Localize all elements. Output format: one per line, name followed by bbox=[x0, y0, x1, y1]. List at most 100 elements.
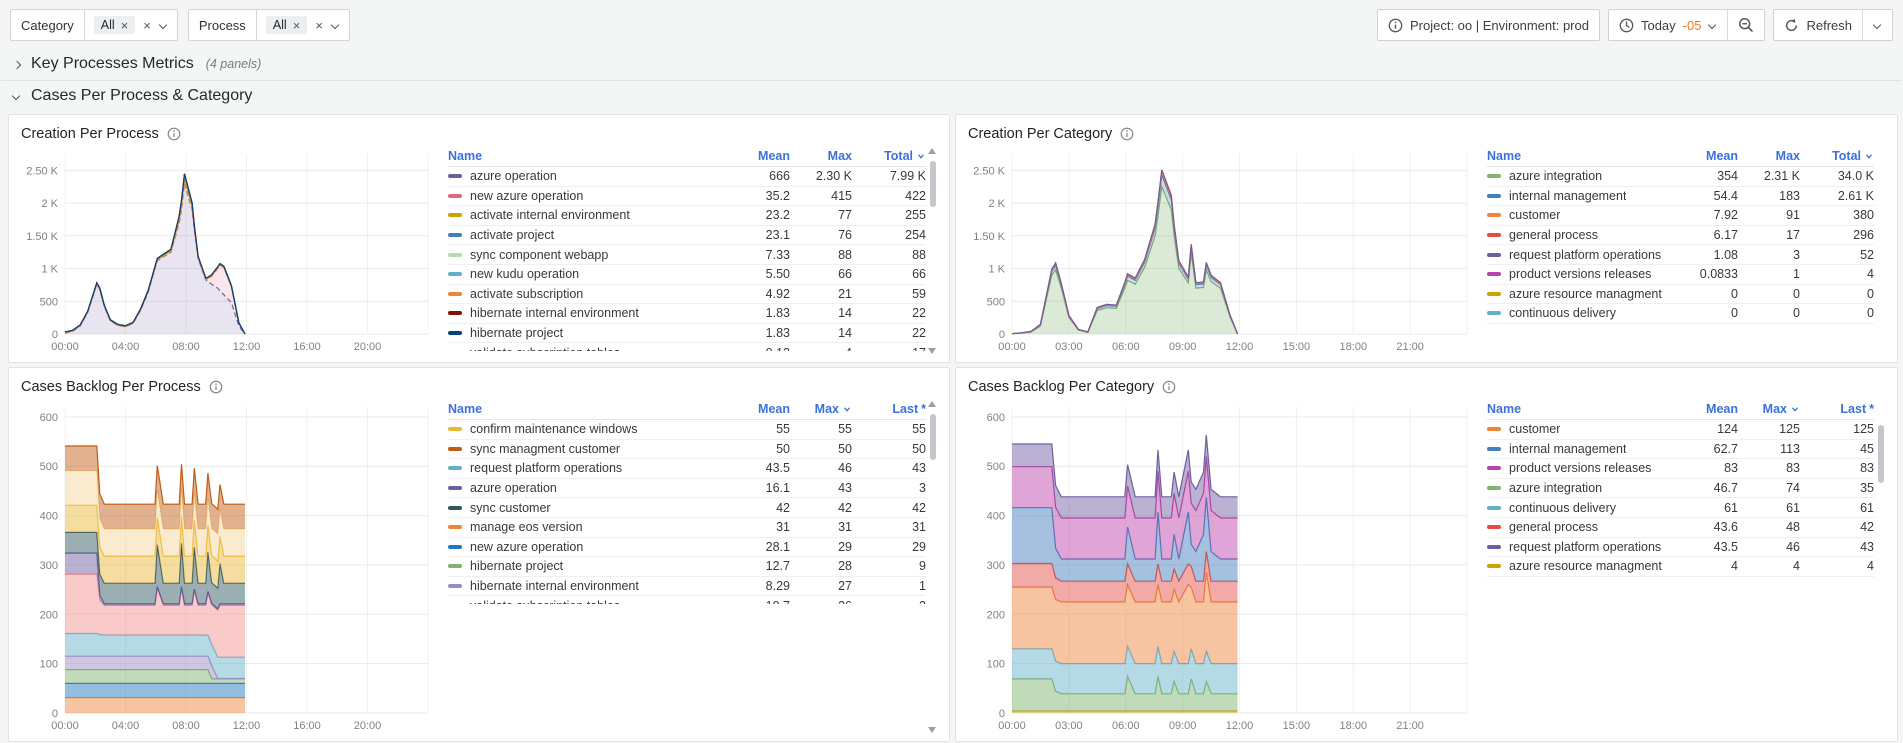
table-row[interactable]: internal management 54.4 183 2.61 K bbox=[1487, 187, 1874, 207]
project-environment-button[interactable]: Project: oo | Environment: prod bbox=[1377, 9, 1600, 41]
row-key-processes-metrics[interactable]: Key Processes Metrics (4 panels) bbox=[0, 49, 1903, 80]
series-color-icon bbox=[448, 331, 462, 336]
table-scrollbar[interactable] bbox=[928, 401, 937, 733]
filter-category-pill[interactable]: All × bbox=[93, 16, 136, 34]
col-header-mean[interactable]: Mean bbox=[1706, 149, 1738, 163]
scrollbar-thumb[interactable] bbox=[1877, 425, 1884, 483]
filter-process-pill[interactable]: All × bbox=[265, 16, 308, 34]
remove-value-icon[interactable]: × bbox=[292, 17, 301, 33]
table-row[interactable]: azure integration 46.7 74 35 bbox=[1487, 479, 1874, 499]
col-header-last[interactable]: Last * bbox=[1840, 402, 1874, 416]
col-header-mean[interactable]: Mean bbox=[758, 402, 790, 416]
table-row[interactable]: sync managment customer 50 50 50 bbox=[448, 440, 926, 460]
table-row[interactable]: sync component webapp 7.33 88 88 bbox=[448, 245, 926, 265]
col-header-max[interactable]: Max bbox=[790, 402, 852, 416]
table-row[interactable]: request platform operations 43.5 46 43 bbox=[448, 459, 926, 479]
table-row[interactable]: activate subscription 4.92 21 59 bbox=[448, 285, 926, 305]
col-header-mean[interactable]: Mean bbox=[758, 149, 790, 163]
scroll-up-icon[interactable] bbox=[928, 148, 936, 154]
col-header-max[interactable]: Max bbox=[1738, 402, 1800, 416]
table-row[interactable]: azure operation 16.1 43 3 bbox=[448, 479, 926, 499]
table-row[interactable]: internal management 62.7 113 45 bbox=[1487, 440, 1874, 460]
timeseries-chart[interactable]: 00:00 04:00 08:00 12:00 16:00 20:00 0 500 1 K 1.5… bbox=[21, 146, 438, 356]
filter-process-select[interactable]: All × × bbox=[255, 9, 350, 41]
timeseries-chart[interactable]: 00:00 03:00 06:00 09:00 12:00 15:00 18:00 21:00… bbox=[968, 146, 1477, 356]
scrollbar-thumb[interactable] bbox=[929, 414, 936, 460]
table-row[interactable]: hibernate project 1.83 14 22 bbox=[448, 324, 926, 344]
table-row[interactable]: continuous delivery 61 61 61 bbox=[1487, 498, 1874, 518]
table-row[interactable]: sync customer 42 42 42 bbox=[448, 498, 926, 518]
table-row[interactable]: product versions releases 83 83 83 bbox=[1487, 459, 1874, 479]
table-row[interactable]: general process 6.17 17 296 bbox=[1487, 226, 1874, 246]
series-name: activate subscription bbox=[470, 286, 584, 301]
col-header-name[interactable]: Name bbox=[448, 402, 483, 416]
scroll-down-icon[interactable] bbox=[928, 727, 936, 733]
col-header-total[interactable]: Total bbox=[852, 149, 926, 163]
info-circle-icon[interactable] bbox=[209, 380, 223, 394]
chevron-down-icon[interactable] bbox=[1873, 21, 1882, 30]
table-row[interactable]: activate project 23.1 76 254 bbox=[448, 226, 926, 246]
col-header-name[interactable]: Name bbox=[1487, 149, 1522, 163]
refresh-interval-dropdown[interactable] bbox=[1862, 10, 1892, 40]
table-row[interactable]: hibernate internal environment 8.29 27 1 bbox=[448, 577, 926, 597]
refresh-button[interactable]: Refresh bbox=[1774, 10, 1862, 40]
clear-all-icon[interactable]: × bbox=[315, 17, 323, 33]
table-row[interactable]: customer 124 125 125 bbox=[1487, 420, 1874, 440]
remove-value-icon[interactable]: × bbox=[120, 17, 129, 33]
chevron-down-icon[interactable] bbox=[159, 21, 168, 30]
col-header-name[interactable]: Name bbox=[1487, 402, 1522, 416]
row-cases-per-process-category[interactable]: Cases Per Process & Category bbox=[0, 81, 1903, 112]
table-row[interactable]: continuous delivery 0 0 0 bbox=[1487, 304, 1874, 324]
timeseries-chart[interactable]: 00:00 03:00 06:00 09:00 12:00 15:00 18:00 21:00… bbox=[968, 399, 1477, 735]
table-row[interactable]: hibernate project 12.7 28 9 bbox=[448, 557, 926, 577]
scroll-up-icon[interactable] bbox=[928, 401, 936, 407]
table-row[interactable]: general process 43.6 48 42 bbox=[1487, 518, 1874, 538]
info-circle-icon[interactable] bbox=[167, 127, 181, 141]
table-row[interactable]: new azure operation 28.1 29 29 bbox=[448, 538, 926, 558]
scrollbar-thumb[interactable] bbox=[929, 161, 936, 207]
table-row[interactable]: request platform operations 1.08 3 52 bbox=[1487, 245, 1874, 265]
table-row[interactable]: manage eos version 31 31 31 bbox=[448, 518, 926, 538]
col-header-mean[interactable]: Mean bbox=[1706, 402, 1738, 416]
series-value: 10.7 bbox=[726, 599, 790, 604]
table-row[interactable]: activate internal environment 23.2 77 255 bbox=[448, 206, 926, 226]
chevron-down-icon[interactable] bbox=[331, 21, 340, 30]
table-row[interactable]: confirm maintenance windows 55 55 55 bbox=[448, 420, 926, 440]
table-row[interactable]: customer 7.92 91 380 bbox=[1487, 206, 1874, 226]
timeseries-chart[interactable]: 00:00 04:00 08:00 12:00 16:00 20:00 0 100 200 300… bbox=[21, 399, 438, 735]
panel-title[interactable]: Cases Backlog Per Category bbox=[968, 379, 1155, 395]
zoom-out-button[interactable] bbox=[1727, 10, 1764, 40]
info-circle-icon[interactable] bbox=[1120, 127, 1134, 141]
table-row[interactable]: product versions releases 0.0833 1 4 bbox=[1487, 265, 1874, 285]
col-header-total[interactable]: Total bbox=[1800, 149, 1874, 163]
table-scrollbar[interactable] bbox=[1876, 401, 1885, 733]
series-value: 7.99 K bbox=[889, 169, 926, 184]
scroll-down-icon[interactable] bbox=[928, 348, 936, 354]
table-row[interactable]: new kudu operation 5.50 66 66 bbox=[448, 265, 926, 285]
filter-category-select[interactable]: All × × bbox=[83, 9, 178, 41]
col-header-max[interactable]: Max bbox=[1775, 149, 1800, 163]
chevron-down-icon[interactable] bbox=[1708, 21, 1717, 30]
table-row[interactable]: azure resource managment 0 0 0 bbox=[1487, 285, 1874, 305]
table-row[interactable]: validate subscription tables 10.7262 bbox=[448, 596, 926, 605]
series-color-icon bbox=[1487, 446, 1501, 451]
svg-text:20:00: 20:00 bbox=[354, 720, 382, 732]
col-header-name[interactable]: Name bbox=[448, 149, 483, 163]
time-range-picker[interactable]: Today -05 bbox=[1609, 10, 1728, 40]
col-header-max[interactable]: Max bbox=[827, 149, 852, 163]
table-row[interactable]: azure resource managment 4 4 4 bbox=[1487, 557, 1874, 577]
table-scrollbar[interactable] bbox=[928, 148, 937, 354]
table-row[interactable]: validate subscription tables 0.13417 bbox=[448, 343, 926, 352]
panel-title[interactable]: Creation Per Category bbox=[968, 126, 1113, 142]
table-row[interactable]: new azure operation 35.2 415 422 bbox=[448, 187, 926, 207]
table-row[interactable]: request platform operations 43.5 46 43 bbox=[1487, 538, 1874, 558]
table-row[interactable]: azure integration 354 2.31 K 34.0 K bbox=[1487, 167, 1874, 187]
panel-title[interactable]: Cases Backlog Per Process bbox=[21, 379, 201, 395]
info-circle-icon[interactable] bbox=[1162, 380, 1176, 394]
clear-all-icon[interactable]: × bbox=[143, 17, 151, 33]
col-header-last[interactable]: Last * bbox=[892, 402, 926, 416]
table-row[interactable]: hibernate internal environment 1.83 14 22 bbox=[448, 304, 926, 324]
series-value: 43.5 bbox=[765, 461, 790, 476]
panel-title[interactable]: Creation Per Process bbox=[21, 126, 159, 142]
table-row[interactable]: azure operation 666 2.30 K 7.99 K bbox=[448, 167, 926, 187]
